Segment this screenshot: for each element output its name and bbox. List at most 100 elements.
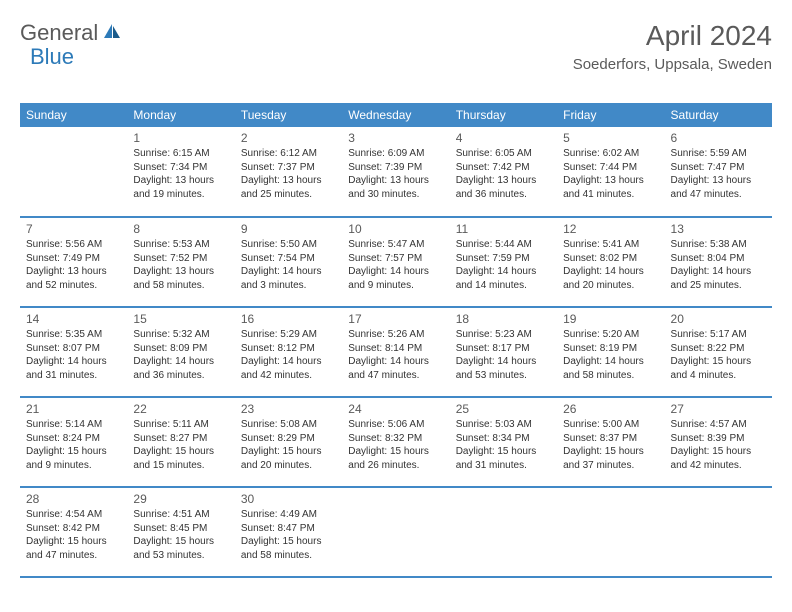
calendar-day-cell: 22Sunrise: 5:11 AMSunset: 8:27 PMDayligh…: [127, 397, 234, 487]
calendar-day-cell: 1Sunrise: 6:15 AMSunset: 7:34 PMDaylight…: [127, 127, 234, 217]
calendar-day-cell: 4Sunrise: 6:05 AMSunset: 7:42 PMDaylight…: [450, 127, 557, 217]
sunrise-text: Sunrise: 5:00 AM: [563, 418, 658, 432]
month-title: April 2024: [573, 20, 772, 52]
day-info: Sunrise: 5:35 AMSunset: 8:07 PMDaylight:…: [26, 328, 121, 382]
day-number: 23: [241, 402, 336, 416]
day-info: Sunrise: 5:03 AMSunset: 8:34 PMDaylight:…: [456, 418, 551, 472]
day-info: Sunrise: 5:41 AMSunset: 8:02 PMDaylight:…: [563, 238, 658, 292]
calendar-empty-cell: [665, 487, 772, 577]
sunrise-text: Sunrise: 5:03 AM: [456, 418, 551, 432]
weekday-header: Wednesday: [342, 103, 449, 127]
sunrise-text: Sunrise: 5:50 AM: [241, 238, 336, 252]
daylight-text: Daylight: 13 hours and 47 minutes.: [671, 174, 766, 201]
sunset-text: Sunset: 8:14 PM: [348, 342, 443, 356]
calendar-day-cell: 8Sunrise: 5:53 AMSunset: 7:52 PMDaylight…: [127, 217, 234, 307]
calendar-body: 1Sunrise: 6:15 AMSunset: 7:34 PMDaylight…: [20, 127, 772, 577]
sunset-text: Sunset: 7:44 PM: [563, 161, 658, 175]
logo: General: [20, 20, 124, 46]
sunrise-text: Sunrise: 5:06 AM: [348, 418, 443, 432]
day-number: 16: [241, 312, 336, 326]
sunrise-text: Sunrise: 5:59 AM: [671, 147, 766, 161]
sunrise-text: Sunrise: 5:41 AM: [563, 238, 658, 252]
day-info: Sunrise: 5:56 AMSunset: 7:49 PMDaylight:…: [26, 238, 121, 292]
sunrise-text: Sunrise: 4:57 AM: [671, 418, 766, 432]
calendar-header-row: Sunday Monday Tuesday Wednesday Thursday…: [20, 103, 772, 127]
calendar-table: Sunday Monday Tuesday Wednesday Thursday…: [20, 103, 772, 578]
calendar-day-cell: 14Sunrise: 5:35 AMSunset: 8:07 PMDayligh…: [20, 307, 127, 397]
calendar-week-row: 7Sunrise: 5:56 AMSunset: 7:49 PMDaylight…: [20, 217, 772, 307]
sunrise-text: Sunrise: 6:15 AM: [133, 147, 228, 161]
sunrise-text: Sunrise: 5:08 AM: [241, 418, 336, 432]
sunset-text: Sunset: 7:37 PM: [241, 161, 336, 175]
sunset-text: Sunset: 7:42 PM: [456, 161, 551, 175]
sunrise-text: Sunrise: 5:47 AM: [348, 238, 443, 252]
daylight-text: Daylight: 15 hours and 47 minutes.: [26, 535, 121, 562]
daylight-text: Daylight: 15 hours and 31 minutes.: [456, 445, 551, 472]
sunrise-text: Sunrise: 4:51 AM: [133, 508, 228, 522]
calendar-day-cell: 5 Sunrise: 6:02 AMSunset: 7:44 PMDaylight…: [557, 127, 664, 217]
daylight-text: Daylight: 13 hours and 30 minutes.: [348, 174, 443, 201]
weekday-header: Thursday: [450, 103, 557, 127]
daylight-text: Daylight: 13 hours and 58 minutes.: [133, 265, 228, 292]
sunrise-text: Sunrise: 4:49 AM: [241, 508, 336, 522]
calendar-week-row: 14Sunrise: 5:35 AMSunset: 8:07 PMDayligh…: [20, 307, 772, 397]
sunset-text: Sunset: 8:24 PM: [26, 432, 121, 446]
sunset-text: Sunset: 8:04 PM: [671, 252, 766, 266]
sunset-text: Sunset: 8:37 PM: [563, 432, 658, 446]
calendar-day-cell: 21Sunrise: 5:14 AMSunset: 8:24 PMDayligh…: [20, 397, 127, 487]
calendar-empty-cell: [342, 487, 449, 577]
day-info: Sunrise: 5:06 AMSunset: 8:32 PMDaylight:…: [348, 418, 443, 472]
sunrise-text: Sunrise: 5:32 AM: [133, 328, 228, 342]
day-info: Sunrise: 5:14 AMSunset: 8:24 PMDaylight:…: [26, 418, 121, 472]
calendar-day-cell: 25 Sunrise: 5:03 AMSunset: 8:34 PMDayligh…: [450, 397, 557, 487]
day-number: 28: [26, 492, 121, 506]
calendar-day-cell: 13Sunrise: 5:38 AMSunset: 8:04 PMDayligh…: [665, 217, 772, 307]
daylight-text: Daylight: 15 hours and 4 minutes.: [671, 355, 766, 382]
day-info: Sunrise: 4:54 AMSunset: 8:42 PMDaylight:…: [26, 508, 121, 562]
day-number: 29: [133, 492, 228, 506]
day-number: 26: [563, 402, 658, 416]
sunset-text: Sunset: 7:54 PM: [241, 252, 336, 266]
sunset-text: Sunset: 8:02 PM: [563, 252, 658, 266]
day-info: Sunrise: 5:23 AMSunset: 8:17 PMDaylight:…: [456, 328, 551, 382]
day-number: 18: [456, 312, 551, 326]
calendar-day-cell: 15Sunrise: 5:32 AMSunset: 8:09 PMDayligh…: [127, 307, 234, 397]
calendar-day-cell: 7Sunrise: 5:56 AMSunset: 7:49 PMDaylight…: [20, 217, 127, 307]
day-number: 2: [241, 131, 336, 145]
sunset-text: Sunset: 8:47 PM: [241, 522, 336, 536]
weekday-header: Saturday: [665, 103, 772, 127]
calendar-day-cell: 12Sunrise: 5:41 AMSunset: 8:02 PMDayligh…: [557, 217, 664, 307]
sunset-text: Sunset: 8:12 PM: [241, 342, 336, 356]
sunset-text: Sunset: 8:22 PM: [671, 342, 766, 356]
logo-text-general: General: [20, 20, 98, 46]
calendar-week-row: 1Sunrise: 6:15 AMSunset: 7:34 PMDaylight…: [20, 127, 772, 217]
day-number: 9: [241, 222, 336, 236]
calendar-day-cell: 30Sunrise: 4:49 AMSunset: 8:47 PMDayligh…: [235, 487, 342, 577]
sunset-text: Sunset: 8:39 PM: [671, 432, 766, 446]
sunset-text: Sunset: 7:59 PM: [456, 252, 551, 266]
day-number: 5: [563, 131, 658, 145]
day-info: Sunrise: 5:53 AMSunset: 7:52 PMDaylight:…: [133, 238, 228, 292]
sunset-text: Sunset: 8:29 PM: [241, 432, 336, 446]
calendar-day-cell: 17Sunrise: 5:26 AMSunset: 8:14 PMDayligh…: [342, 307, 449, 397]
day-number: 19: [563, 312, 658, 326]
sunset-text: Sunset: 8:34 PM: [456, 432, 551, 446]
day-info: Sunrise: 6:02 AMSunset: 7:44 PMDaylight:…: [563, 147, 658, 201]
daylight-text: Daylight: 14 hours and 3 minutes.: [241, 265, 336, 292]
calendar-empty-cell: [557, 487, 664, 577]
daylight-text: Daylight: 15 hours and 26 minutes.: [348, 445, 443, 472]
sunset-text: Sunset: 7:52 PM: [133, 252, 228, 266]
sunrise-text: Sunrise: 5:26 AM: [348, 328, 443, 342]
calendar-week-row: 21Sunrise: 5:14 AMSunset: 8:24 PMDayligh…: [20, 397, 772, 487]
day-number: 1: [133, 131, 228, 145]
sunset-text: Sunset: 8:19 PM: [563, 342, 658, 356]
day-number: 6: [671, 131, 766, 145]
day-number: 25: [456, 402, 551, 416]
calendar-empty-cell: [20, 127, 127, 217]
day-info: Sunrise: 6:09 AMSunset: 7:39 PMDaylight:…: [348, 147, 443, 201]
sunrise-text: Sunrise: 5:11 AM: [133, 418, 228, 432]
daylight-text: Daylight: 14 hours and 42 minutes.: [241, 355, 336, 382]
day-info: Sunrise: 5:26 AMSunset: 8:14 PMDaylight:…: [348, 328, 443, 382]
calendar-day-cell: 10Sunrise: 5:47 AMSunset: 7:57 PMDayligh…: [342, 217, 449, 307]
sunset-text: Sunset: 8:45 PM: [133, 522, 228, 536]
